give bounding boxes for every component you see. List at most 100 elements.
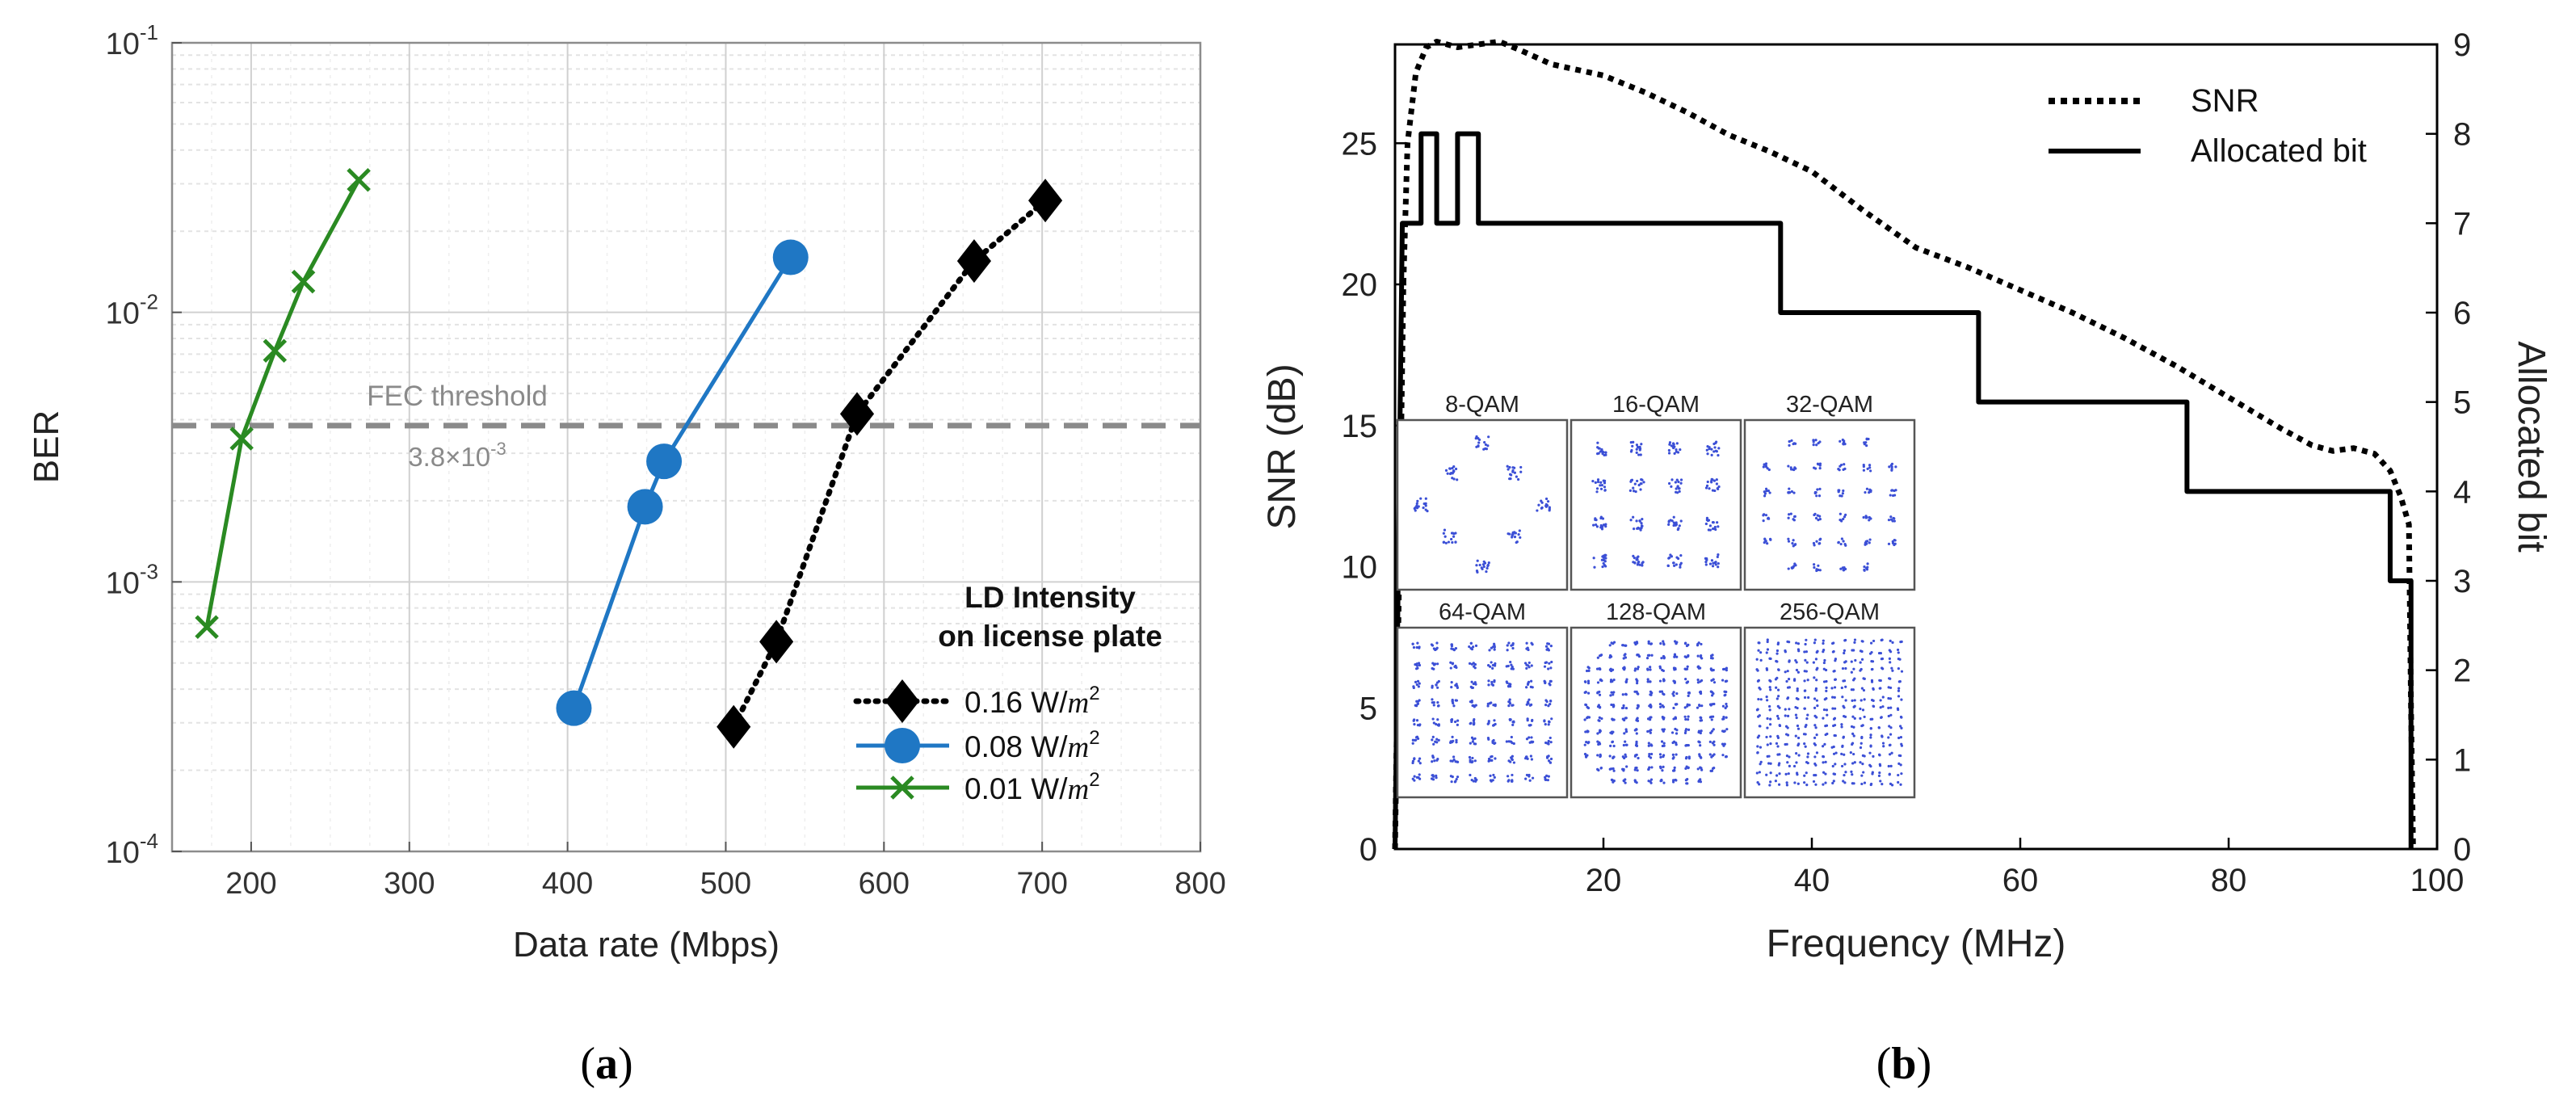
constellation-dot xyxy=(1890,489,1894,492)
constellation-dot xyxy=(1525,666,1528,670)
constellation-dot xyxy=(1725,728,1729,731)
x-tick-label-a: 200 xyxy=(225,867,276,901)
constellation-dot xyxy=(1869,490,1872,494)
constellation-dot xyxy=(1612,641,1616,644)
constellation-dot xyxy=(1675,743,1678,746)
constellation-dot xyxy=(1822,680,1826,683)
constellation-dot xyxy=(1444,469,1448,472)
constellation-dot xyxy=(1411,642,1414,645)
constellation-dot xyxy=(1774,780,1778,783)
constellation-dot xyxy=(1816,488,1819,491)
constellation-dot xyxy=(1870,680,1874,683)
constellation-dot xyxy=(1843,753,1846,756)
constellation-dot xyxy=(1451,662,1455,665)
constellation-dot xyxy=(1667,452,1671,455)
constellation-dot xyxy=(1872,754,1875,758)
data-point-a-1 xyxy=(646,443,683,480)
constellation-dot xyxy=(1822,761,1825,764)
constellation-dot xyxy=(1814,783,1817,786)
constellation-dot xyxy=(1597,719,1600,722)
constellation-dot xyxy=(1601,517,1605,520)
constellation-dot xyxy=(1712,743,1716,746)
constellation-dot xyxy=(1776,704,1780,708)
constellation-dot xyxy=(1662,643,1666,646)
constellation-dot xyxy=(1900,744,1904,747)
constellation-dot xyxy=(1511,643,1515,646)
constellation-dot xyxy=(1490,701,1493,704)
constellation-dot xyxy=(1796,736,1801,740)
constellation-dot xyxy=(1804,745,1807,748)
constellation-dot xyxy=(1431,701,1434,704)
constellation-dot xyxy=(1547,704,1550,708)
constellation-dot xyxy=(1679,553,1683,557)
constellation-dot xyxy=(1797,649,1801,653)
constellation-dot xyxy=(1413,775,1416,778)
constellation-dot xyxy=(1455,738,1458,742)
constellation-dot xyxy=(1699,755,1702,759)
constellation-dot xyxy=(1877,774,1881,777)
constellation-dot xyxy=(1547,723,1550,726)
constellation-dot xyxy=(1850,770,1853,773)
constellation-dot xyxy=(1890,666,1893,670)
constellation-dot xyxy=(1816,649,1819,653)
constellation-dot xyxy=(1889,639,1892,643)
constellation-dot xyxy=(1658,679,1662,683)
y-tick-label-b: 25 xyxy=(1342,126,1378,162)
constellation-dot xyxy=(1546,755,1549,759)
constellation-dot xyxy=(1683,715,1687,718)
constellation-dot xyxy=(1623,732,1626,735)
constellation-dot xyxy=(1889,464,1893,467)
y-tick-label-a: 10-3 xyxy=(106,559,158,600)
constellation-dot xyxy=(1450,681,1453,684)
constellation-dot xyxy=(1670,478,1674,481)
constellation-dot xyxy=(1786,640,1789,643)
constellation-dot xyxy=(1435,759,1439,762)
constellation-dot xyxy=(1431,774,1435,777)
constellation-dot xyxy=(1706,519,1709,523)
constellation-dot xyxy=(1646,680,1649,683)
constellation-dot xyxy=(1508,718,1512,722)
constellation-label: 64-QAM xyxy=(1439,599,1526,625)
constellation-dot xyxy=(1475,778,1478,781)
constellation-dot xyxy=(1487,738,1490,741)
constellation-dot xyxy=(1675,563,1678,566)
constellation-dot xyxy=(1717,565,1720,569)
constellation-dot xyxy=(1632,554,1635,557)
constellation-dot xyxy=(1674,703,1678,706)
constellation-dot xyxy=(1633,641,1637,645)
constellation-dot xyxy=(1596,732,1599,735)
constellation-dot xyxy=(1449,775,1452,778)
constellation-dot xyxy=(1487,561,1490,565)
constellation-dot xyxy=(1784,772,1788,775)
constellation-dot xyxy=(1868,464,1872,467)
constellation-dot xyxy=(1415,700,1418,703)
constellation-dot xyxy=(1822,783,1825,786)
constellation-dot xyxy=(1527,680,1531,683)
constellation-dot xyxy=(1649,743,1653,746)
constellation-dot xyxy=(1794,705,1797,709)
constellation-dot xyxy=(1431,662,1435,665)
constellation-dot xyxy=(1679,448,1682,452)
constellation-dot xyxy=(1818,464,1822,467)
constellation-dot xyxy=(1624,753,1627,756)
constellation-dot xyxy=(1777,695,1780,698)
constellation-dot xyxy=(1813,755,1817,759)
constellation-dot xyxy=(1839,463,1843,467)
constellation-points xyxy=(1413,435,1551,574)
constellation-dot xyxy=(1474,704,1477,707)
constellation-dot xyxy=(1636,479,1639,483)
constellation-dot xyxy=(1812,661,1815,664)
constellation-dot xyxy=(1844,638,1847,642)
constellation-dot xyxy=(1633,690,1637,693)
constellation-dot xyxy=(1636,445,1640,448)
constellation-dot xyxy=(1472,662,1475,665)
constellation-dot xyxy=(1833,686,1837,689)
constellation-dot xyxy=(1700,704,1704,708)
constellation-dot xyxy=(1865,444,1868,448)
constellation-dot xyxy=(1686,718,1690,721)
constellation-dot xyxy=(1824,668,1828,672)
constellation-dot xyxy=(1430,643,1433,646)
constellation-dot xyxy=(1725,702,1728,706)
constellation-dot xyxy=(1715,478,1718,481)
constellation-dot xyxy=(1862,515,1865,519)
